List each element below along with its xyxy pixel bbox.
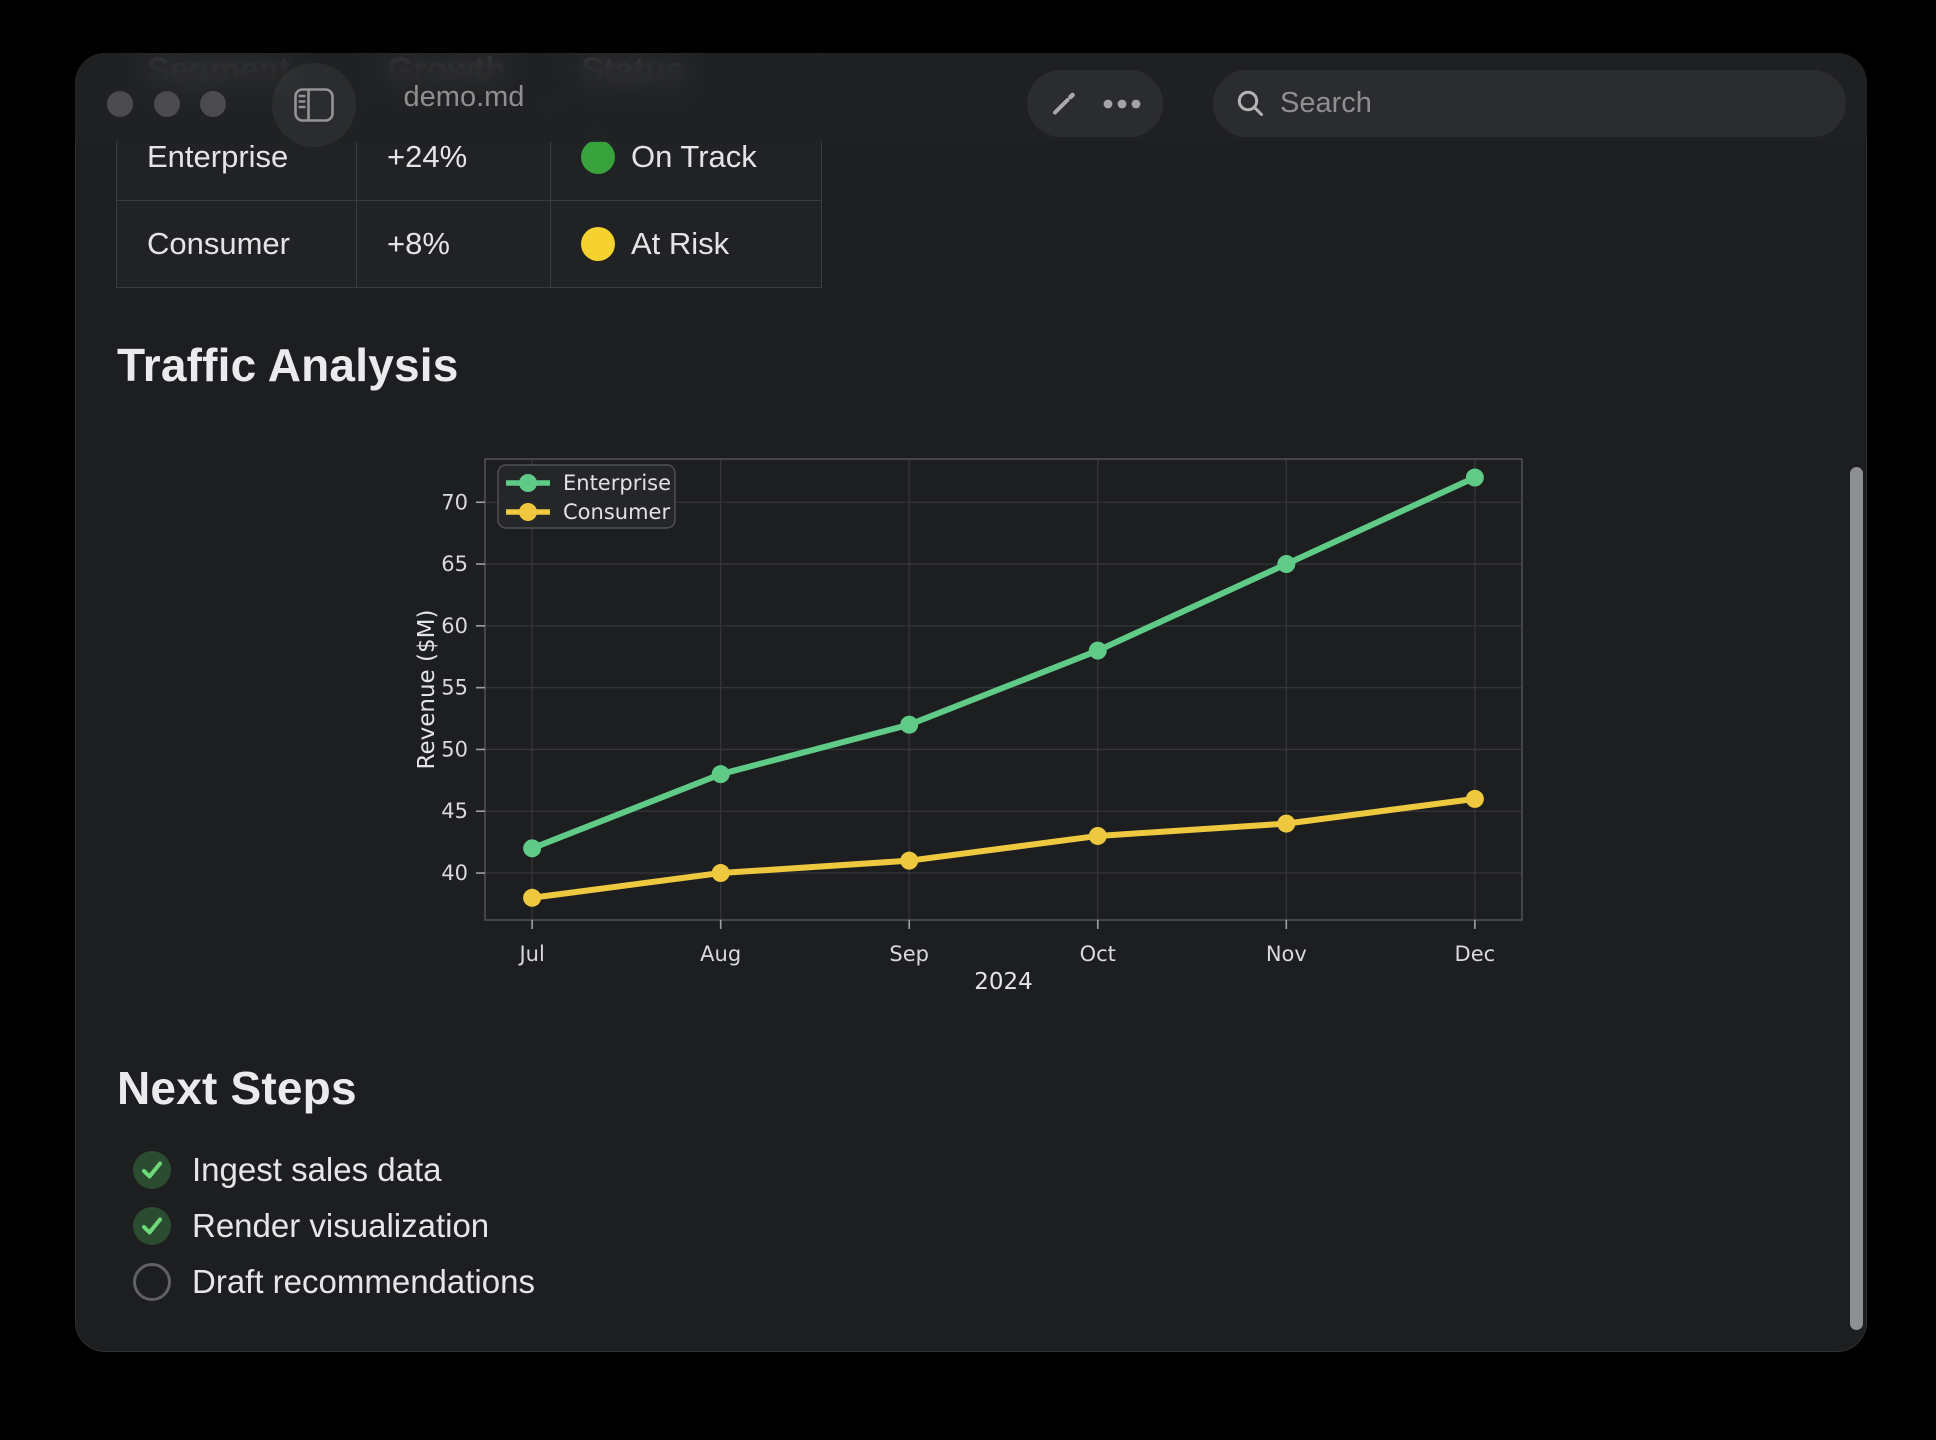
vertical-scrollbar-thumb[interactable] <box>1850 467 1863 1330</box>
edit-button[interactable] <box>1046 87 1080 121</box>
sidebar-icon <box>294 88 334 122</box>
svg-text:Consumer: Consumer <box>563 500 670 524</box>
svg-text:Revenue ($M): Revenue ($M) <box>414 610 440 770</box>
svg-text:50: 50 <box>441 737 468 761</box>
app-window: Segment Growth Status Enterprise+24%On T… <box>75 53 1867 1352</box>
svg-text:Oct: Oct <box>1080 942 1116 966</box>
table-cell-status: At Risk <box>550 200 822 288</box>
svg-text:65: 65 <box>441 552 468 576</box>
svg-text:40: 40 <box>441 861 468 885</box>
checklist-item-label: Draft recommendations <box>192 1263 535 1300</box>
document-content: Segment Growth Status Enterprise+24%On T… <box>75 53 1867 1352</box>
ellipsis-icon <box>1100 87 1144 121</box>
checklist-item-label: Ingest sales data <box>192 1151 442 1188</box>
svg-text:70: 70 <box>441 490 468 514</box>
svg-text:Sep: Sep <box>889 942 929 966</box>
next-steps-heading: Next Steps <box>117 1062 357 1114</box>
toolbar-button-group <box>1027 70 1163 137</box>
pencil-icon <box>1046 87 1080 121</box>
zoom-button[interactable] <box>200 91 226 117</box>
toggle-sidebar-button[interactable] <box>272 63 356 147</box>
traffic-analysis-heading: Traffic Analysis <box>117 339 459 391</box>
checked-checkbox-icon[interactable] <box>133 1207 171 1245</box>
checklist-item: Render visualization <box>133 1207 535 1245</box>
svg-text:Aug: Aug <box>700 942 741 966</box>
svg-text:Jul: Jul <box>517 942 544 966</box>
table-cell-growth: +8% <box>356 200 551 288</box>
svg-text:Dec: Dec <box>1455 942 1496 966</box>
svg-text:55: 55 <box>441 676 468 700</box>
table-cell-segment: Consumer <box>116 200 357 288</box>
search-icon <box>1235 88 1267 120</box>
revenue-line-chart: 40 45 50 55 60 65 70 Jul Aug Sep Oct Nov Dec 2024 Reve… <box>414 458 1523 995</box>
status-text: On Track <box>631 139 757 174</box>
window-title: demo.md <box>403 81 525 113</box>
search-field[interactable]: Search <box>1213 70 1846 137</box>
svg-text:45: 45 <box>441 799 468 823</box>
svg-text:60: 60 <box>441 614 468 638</box>
status-dot-icon <box>581 140 615 174</box>
svg-text:Enterprise: Enterprise <box>563 471 671 495</box>
more-options-button[interactable] <box>1100 87 1144 121</box>
checklist-item: Draft recommendations <box>133 1263 535 1301</box>
next-steps-checklist: Ingest sales data Render visualization Dra… <box>133 1151 535 1301</box>
checklist-item-label: Render visualization <box>192 1207 490 1244</box>
titlebar: demo.md <box>75 53 1867 147</box>
checklist-item: Ingest sales data <box>133 1151 535 1189</box>
unchecked-checkbox-icon[interactable] <box>133 1263 171 1301</box>
close-button[interactable] <box>107 91 133 117</box>
svg-text:2024: 2024 <box>974 969 1033 995</box>
minimize-button[interactable] <box>154 91 180 117</box>
search-placeholder: Search <box>1280 87 1372 119</box>
status-dot-icon <box>581 227 615 261</box>
status-text: At Risk <box>631 226 730 261</box>
checked-checkbox-icon[interactable] <box>133 1151 171 1189</box>
svg-text:Nov: Nov <box>1266 942 1307 966</box>
